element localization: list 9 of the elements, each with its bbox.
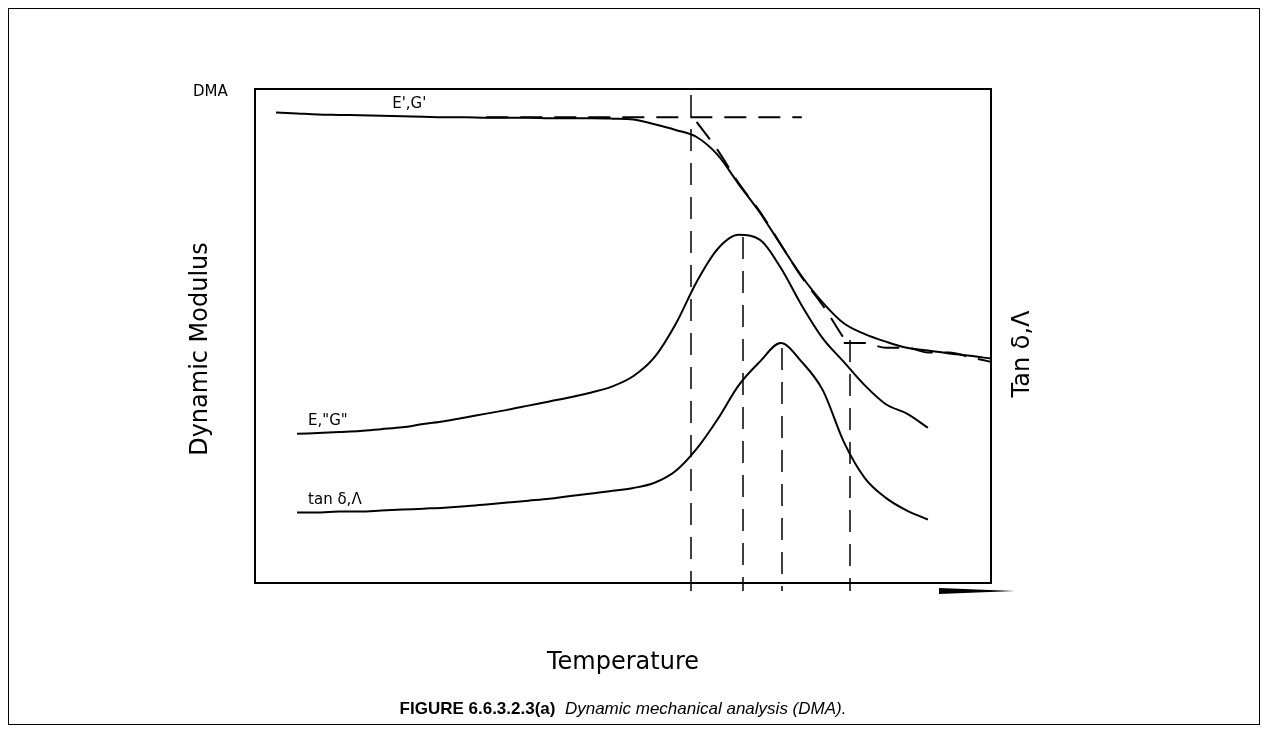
text: Dynamic mechanical analysis (DMA). bbox=[564, 699, 847, 718]
y-axis-title: Dynamic Modulus bbox=[185, 242, 213, 456]
caption: FIGURE 6.6.3.2.3(a) bbox=[399, 699, 556, 718]
series-label: E',G' bbox=[392, 94, 427, 113]
y2-axis-title: Tan δ,Λ bbox=[1007, 310, 1035, 398]
series-label: tan δ,Λ bbox=[308, 490, 363, 509]
series-label: E,"G" bbox=[308, 410, 348, 429]
x-axis-title: Temperature bbox=[546, 647, 700, 675]
text: DMA bbox=[193, 82, 228, 100]
